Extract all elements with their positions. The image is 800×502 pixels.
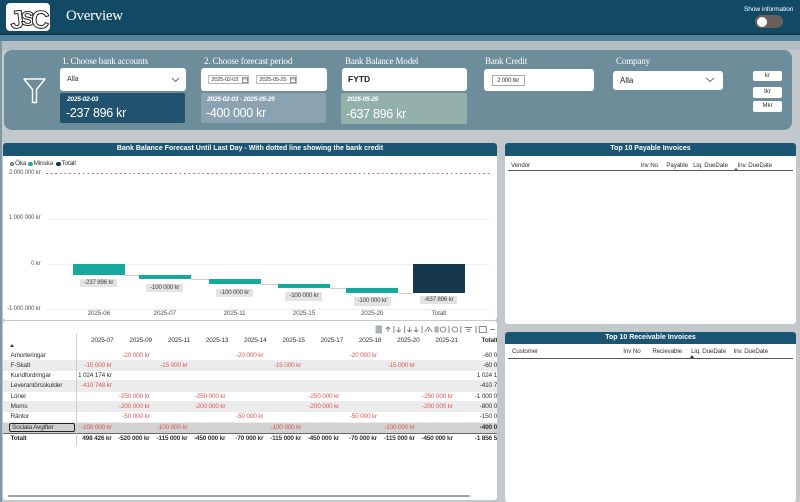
svg-text:J: J — [8, 5, 25, 31]
svg-text:S: S — [21, 9, 34, 31]
svg-text:C: C — [31, 6, 50, 31]
